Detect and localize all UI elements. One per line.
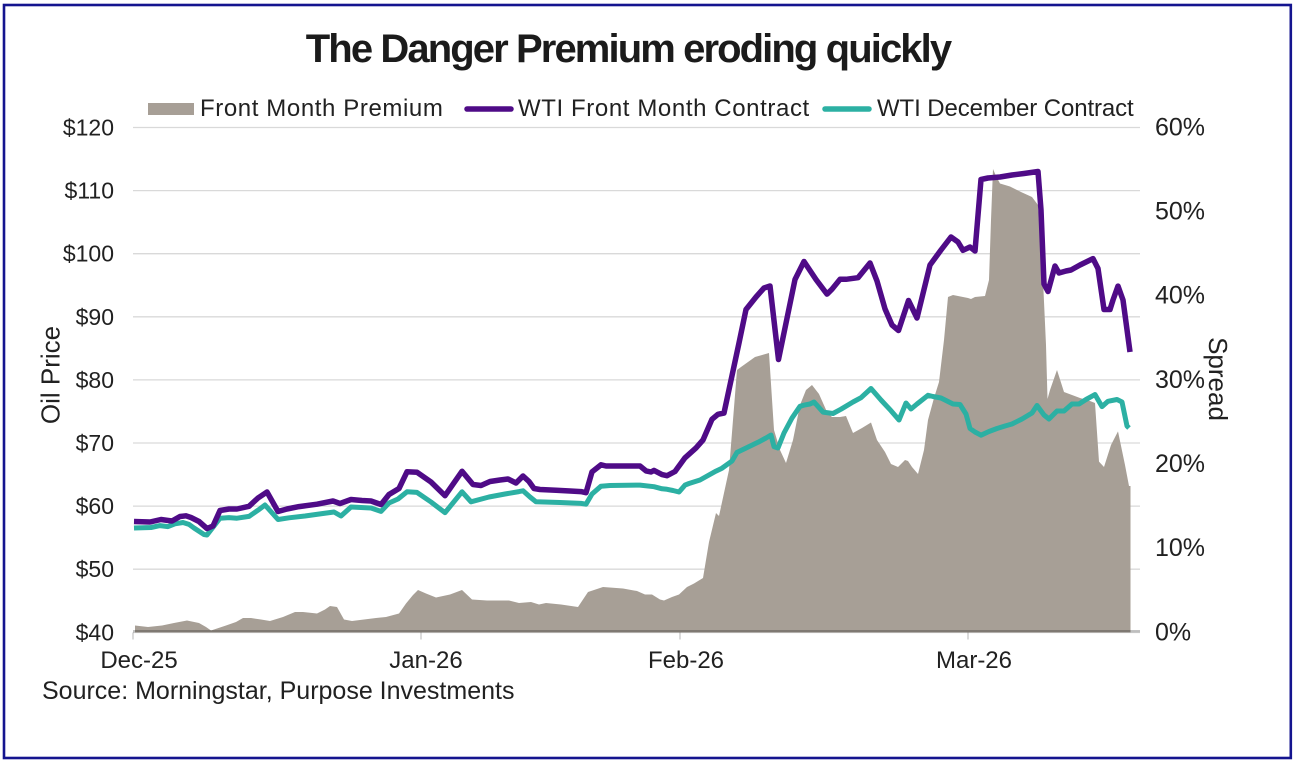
svg-text:0%: 0% <box>1155 619 1191 647</box>
svg-text:The Danger Premium eroding qui: The Danger Premium eroding quickly <box>306 27 953 71</box>
svg-text:Front Month Premium: Front Month Premium <box>200 95 443 122</box>
svg-text:Feb-26: Feb-26 <box>648 647 724 674</box>
svg-text:$120: $120 <box>63 115 114 141</box>
svg-text:10%: 10% <box>1155 534 1205 562</box>
svg-text:20%: 20% <box>1155 450 1205 478</box>
svg-text:$90: $90 <box>76 304 114 330</box>
svg-text:Oil Price: Oil Price <box>36 326 66 424</box>
svg-text:$60: $60 <box>76 493 114 519</box>
svg-text:WTI December Contract: WTI December Contract <box>877 95 1134 122</box>
svg-text:60%: 60% <box>1155 114 1205 142</box>
svg-text:$80: $80 <box>76 367 114 393</box>
svg-text:Mar-26: Mar-26 <box>936 647 1012 674</box>
svg-text:40%: 40% <box>1155 282 1205 310</box>
svg-text:Spread: Spread <box>1203 337 1233 421</box>
svg-text:30%: 30% <box>1155 366 1205 394</box>
svg-text:$110: $110 <box>65 178 114 204</box>
svg-text:$40: $40 <box>76 620 114 646</box>
svg-text:Source: Morningstar, Purpose I: Source: Morningstar, Purpose Investments <box>42 677 514 705</box>
svg-text:Jan-26: Jan-26 <box>389 647 462 674</box>
svg-text:$100: $100 <box>63 241 114 267</box>
svg-text:Dec-25: Dec-25 <box>100 647 177 674</box>
svg-text:50%: 50% <box>1155 198 1205 226</box>
svg-text:WTI Front Month Contract: WTI Front Month Contract <box>518 95 810 122</box>
svg-text:$50: $50 <box>76 556 114 582</box>
svg-text:$70: $70 <box>76 430 114 456</box>
